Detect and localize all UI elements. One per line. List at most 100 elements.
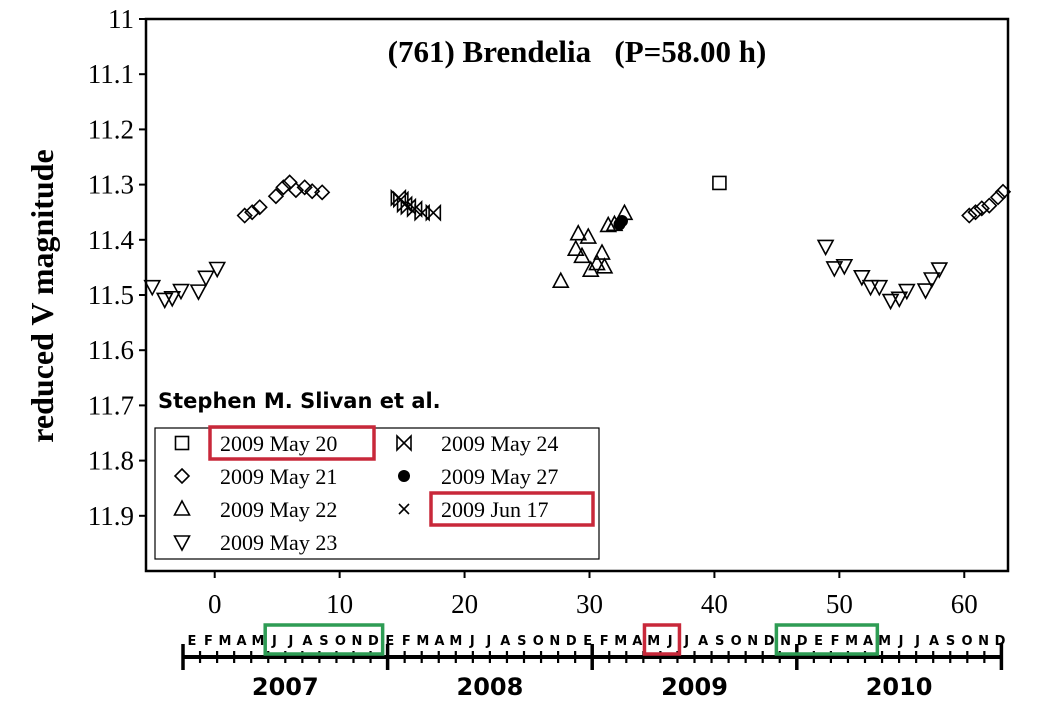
bowtie-icon <box>414 203 430 222</box>
month-label: F <box>204 634 213 649</box>
month-label: J <box>667 634 673 649</box>
y-tick-label: 11.9 <box>88 501 134 531</box>
data-point <box>172 283 190 301</box>
triangle-down-icon <box>173 535 191 552</box>
month-label: N <box>747 634 758 649</box>
diamond-icon <box>296 179 313 196</box>
legend-highlight-box <box>429 491 595 527</box>
month-label: D <box>368 634 379 649</box>
square-icon <box>712 175 727 191</box>
data-point <box>287 181 305 199</box>
triangle-down-icon <box>916 283 935 300</box>
triangle-down-icon <box>870 279 889 297</box>
month-label: N <box>549 634 560 649</box>
legend-marker <box>174 435 190 451</box>
month-label: N <box>780 634 791 649</box>
x-tick-label: 10 <box>326 589 353 619</box>
bowtie-icon <box>396 434 412 452</box>
data-point <box>551 271 570 289</box>
triangle-up-icon <box>566 239 585 256</box>
legend-label: 2009 May 27 <box>441 464 558 489</box>
month-label: M <box>878 634 891 649</box>
y-tick-label: 11.1 <box>88 59 134 89</box>
triangle-down-icon <box>890 291 909 309</box>
x-tick-label: 30 <box>576 589 603 619</box>
month-label: M <box>219 634 232 649</box>
data-point <box>304 183 321 200</box>
data-point <box>197 270 215 288</box>
triangle-up-icon <box>593 243 611 260</box>
month-label: O <box>731 634 742 649</box>
y-tick-label: 11.8 <box>88 446 134 476</box>
triangle-up-icon <box>173 499 191 516</box>
triangle-down-icon <box>852 269 871 287</box>
triangle-down-icon <box>825 261 844 278</box>
month-label: O <box>335 634 346 649</box>
data-point <box>897 283 916 301</box>
month-label: O <box>533 634 544 649</box>
data-point <box>881 293 900 311</box>
month-label: M <box>614 634 627 649</box>
filled-circle-icon <box>398 470 410 482</box>
legend-marker <box>398 503 410 515</box>
triangle-down-icon <box>922 272 941 289</box>
series-2009-jun-17 <box>961 183 1012 224</box>
month-label: J <box>469 634 475 649</box>
legend-marker <box>398 470 410 482</box>
bowtie-icon <box>406 199 423 218</box>
data-point <box>852 269 871 287</box>
legend-marker <box>173 535 191 552</box>
diamond-icon <box>173 467 191 485</box>
x-tick-label: 60 <box>951 589 978 619</box>
data-point <box>425 203 442 222</box>
y-tick-label: 11.3 <box>88 170 134 200</box>
triangle-down-icon <box>172 283 190 301</box>
month-label: A <box>236 634 246 649</box>
series-2009-may-21 <box>236 174 331 224</box>
data-point <box>400 197 417 216</box>
data-point <box>569 224 588 241</box>
data-point <box>573 246 591 264</box>
legend-marker <box>173 467 191 485</box>
month-label: D <box>995 634 1006 649</box>
timeline-highlight-box <box>642 623 682 656</box>
series-2009-may-27 <box>613 215 628 231</box>
legend-label: 2009 May 22 <box>220 497 337 522</box>
y-tick-label: 11 <box>108 4 134 34</box>
data-point <box>275 179 292 196</box>
diamond-icon <box>314 184 331 201</box>
data-point <box>593 243 611 260</box>
year-label: 2008 <box>457 673 524 701</box>
data-point <box>967 204 984 221</box>
legend-marker <box>396 434 412 452</box>
month-label: D <box>764 634 775 649</box>
month-label: M <box>647 634 660 649</box>
data-point <box>861 279 880 297</box>
bowtie-icon <box>400 197 417 216</box>
month-label: D <box>566 634 577 649</box>
x-tick-label: 50 <box>826 589 853 619</box>
y-tick-label: 11.6 <box>88 335 134 365</box>
month-label: A <box>632 634 642 649</box>
data-point <box>890 291 909 309</box>
month-label: J <box>271 634 277 649</box>
month-label: M <box>416 634 429 649</box>
triangle-up-icon <box>569 224 588 241</box>
triangle-down-icon <box>930 262 949 279</box>
month-label: E <box>188 634 197 649</box>
data-point <box>143 279 162 297</box>
legend-label: 2009 May 21 <box>220 464 337 489</box>
month-label: O <box>961 634 972 649</box>
data-point <box>244 204 261 221</box>
year-label: 2010 <box>866 673 933 701</box>
diamond-icon <box>244 204 261 221</box>
month-label: S <box>715 634 724 649</box>
month-label: J <box>914 634 920 649</box>
x-tick-label: 0 <box>208 589 222 619</box>
diamond-icon <box>989 189 1007 206</box>
month-label: A <box>863 634 873 649</box>
credit-label: Stephen M. Slivan et al. <box>158 389 441 413</box>
month-label: F <box>402 634 411 649</box>
diamond-icon <box>967 204 984 221</box>
